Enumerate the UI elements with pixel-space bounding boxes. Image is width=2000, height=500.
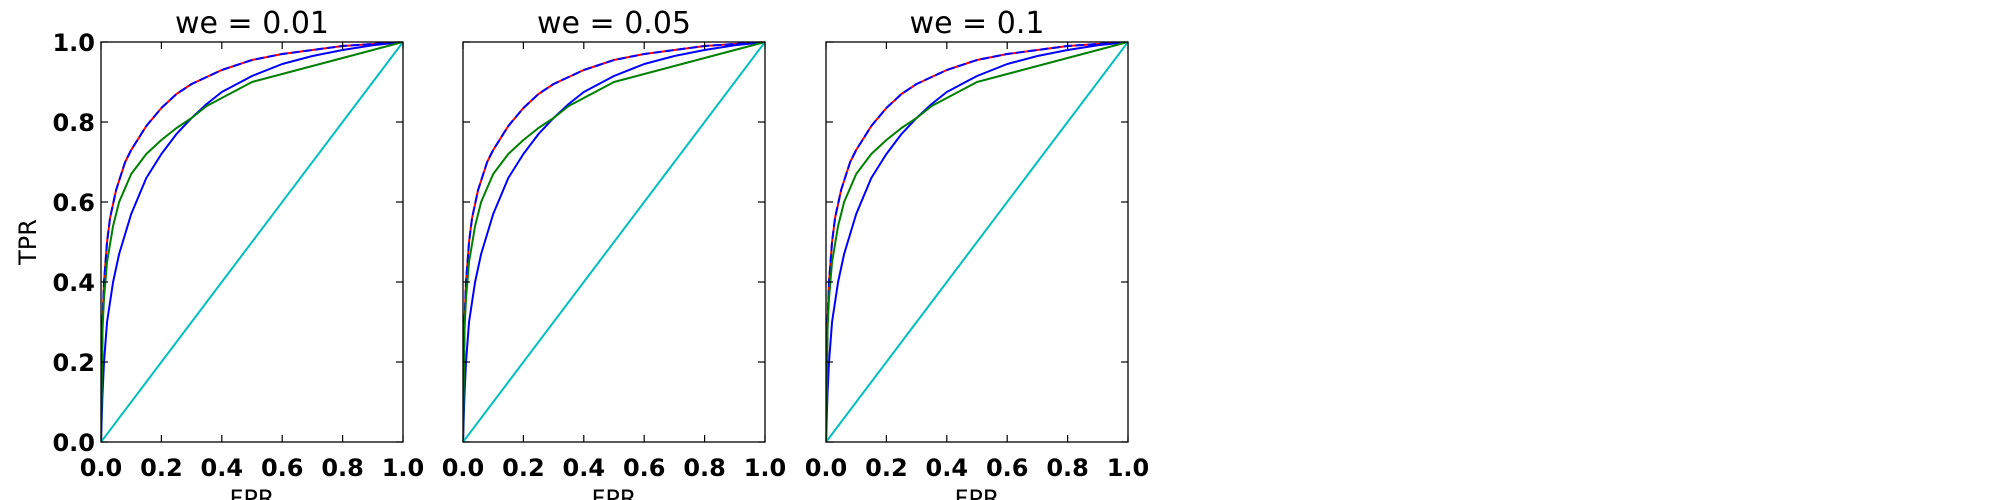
series-line-3 — [826, 42, 1128, 442]
x-axis-label: FPR — [955, 485, 1000, 500]
series-line-2 — [826, 42, 1128, 442]
y-tick-label: 0.4 — [52, 269, 95, 297]
x-axis-label: FPR — [230, 485, 275, 500]
y-tick-label: 0.0 — [52, 429, 95, 457]
x-tick-label: 0.2 — [502, 454, 545, 482]
x-tick-label: 0.6 — [261, 454, 304, 482]
series-line-4 — [463, 42, 765, 442]
plot-frame — [462, 41, 766, 443]
x-tick-label: 0.0 — [805, 454, 848, 482]
chart-title: we = 0.05 — [537, 6, 691, 41]
series-line-2 — [101, 42, 403, 442]
x-tick-label: 0.8 — [1046, 454, 1089, 482]
x-tick-label: 0.0 — [442, 454, 485, 482]
chart-title: we = 0.01 — [175, 6, 329, 41]
series-line-5 — [101, 42, 403, 442]
plot-frame — [100, 41, 404, 443]
y-tick-label: 1.0 — [52, 29, 95, 57]
x-tick-label: 1.0 — [382, 454, 425, 482]
y-tick-label: 0.6 — [52, 189, 95, 217]
y-tick-label: 0.8 — [52, 109, 95, 137]
x-tick-label: 0.2 — [140, 454, 183, 482]
series-group — [101, 42, 403, 442]
x-tick-label: 0.4 — [563, 454, 606, 482]
x-axis-label: FPR — [592, 485, 637, 500]
plot-frame — [825, 41, 1129, 443]
chart-panel-2: 0.0 0.2 0.4 0.6 0.8 1.0 we = 0.05 FPR — [442, 6, 787, 500]
chart-panel-3: 0.0 0.2 0.4 0.6 0.8 1.0 we = 0.1 FPR — [805, 6, 1150, 500]
x-tick-label: 0.4 — [201, 454, 244, 482]
series-line-2 — [463, 42, 765, 442]
series-line-3 — [463, 42, 765, 442]
series-line-5 — [826, 42, 1128, 442]
x-tick-label: 0.4 — [926, 454, 969, 482]
y-axis-label: TPR — [14, 219, 42, 266]
series-group — [826, 42, 1128, 442]
x-tick-label: 0.8 — [321, 454, 364, 482]
series-line-3 — [101, 42, 403, 442]
x-tick-label: 0.6 — [986, 454, 1029, 482]
x-tick-label: 1.0 — [744, 454, 787, 482]
y-tick-label: 0.2 — [52, 349, 95, 377]
series-line-4 — [101, 42, 403, 442]
x-tick-label: 0.0 — [80, 454, 123, 482]
x-tick-label: 1.0 — [1107, 454, 1150, 482]
chart-title: we = 0.1 — [910, 6, 1045, 41]
chart-panel-1: 0.0 0.2 0.4 0.6 0.8 1.0 0.0 0.2 0.4 0.6 0.8 1.0 we =… — [14, 6, 424, 500]
series-line-5 — [463, 42, 765, 442]
x-tick-label: 0.6 — [623, 454, 666, 482]
series-line-4 — [826, 42, 1128, 442]
x-tick-label: 0.8 — [683, 454, 726, 482]
series-group — [463, 42, 765, 442]
x-tick-label: 0.2 — [865, 454, 908, 482]
